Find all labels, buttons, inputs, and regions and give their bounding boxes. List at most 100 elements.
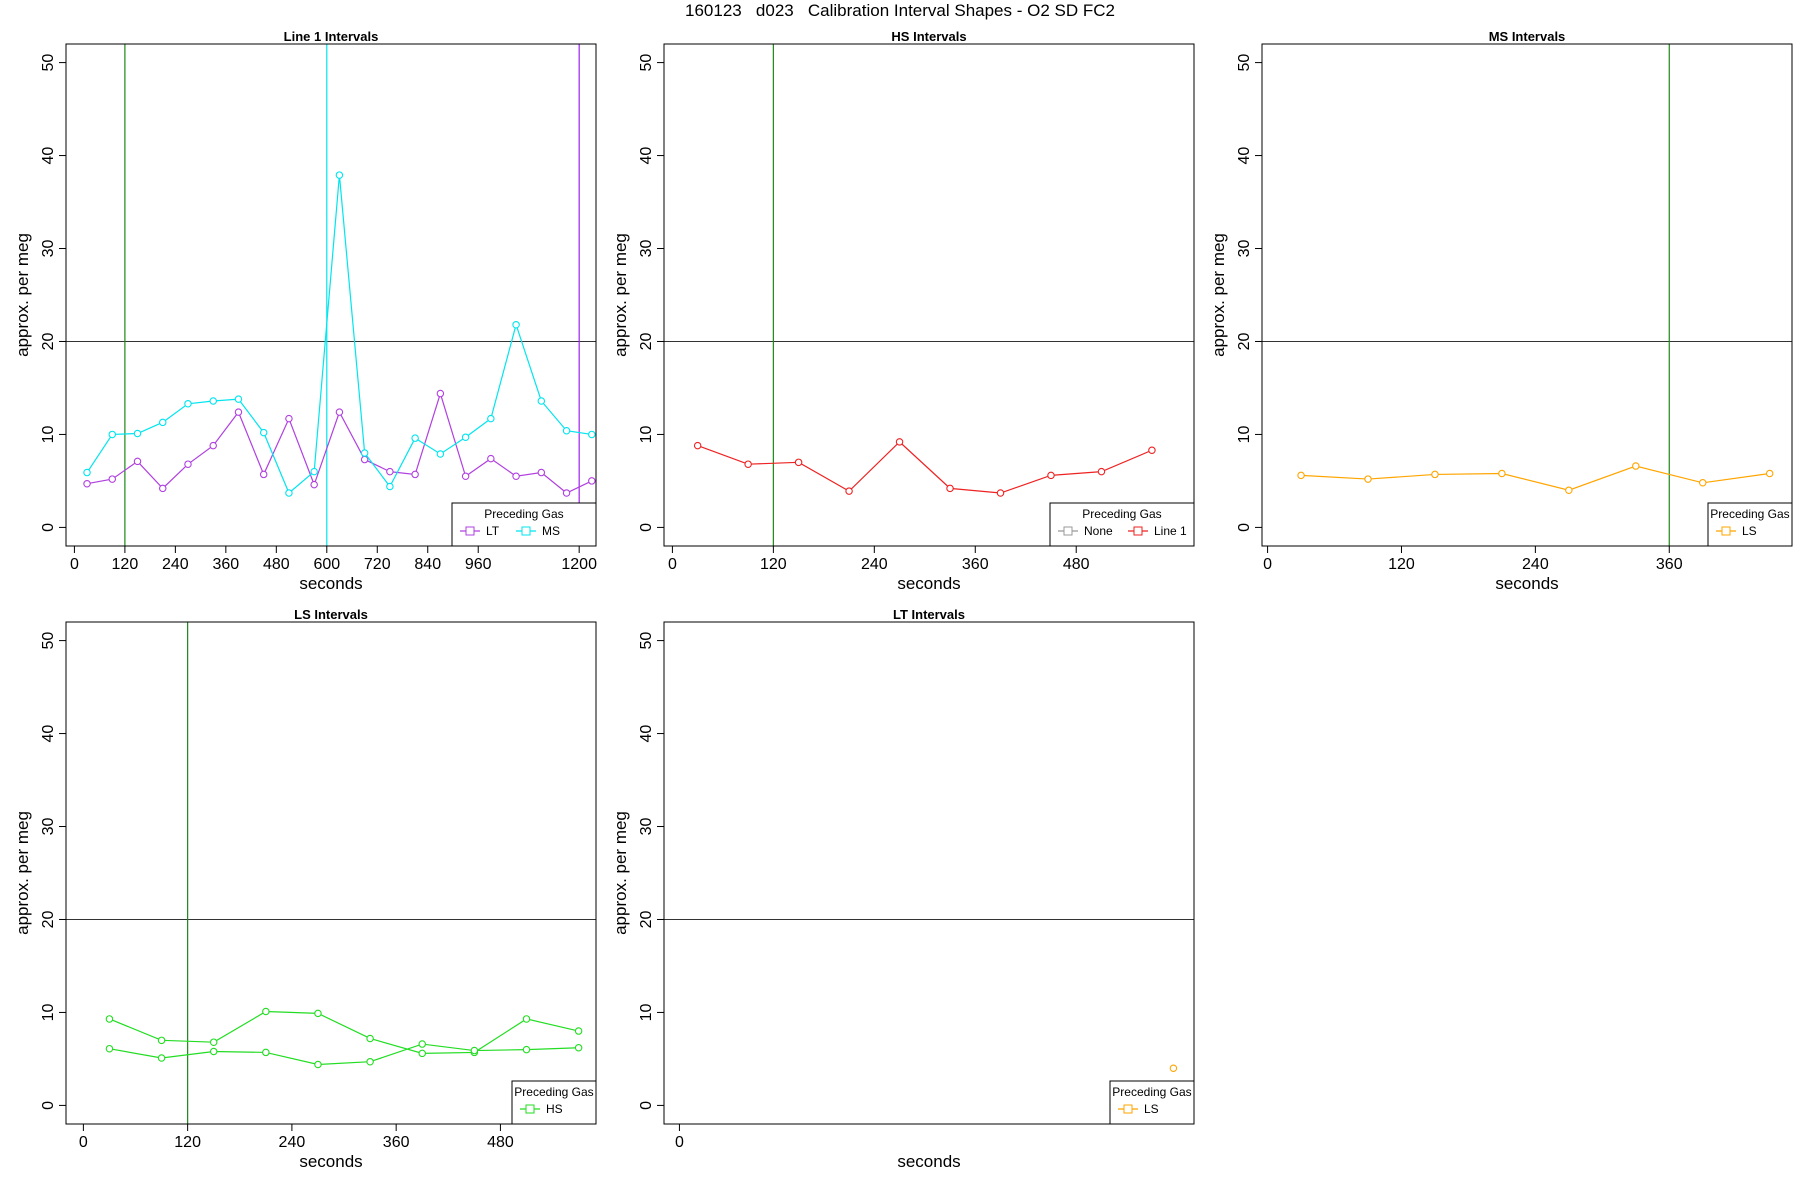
x-axis-label: seconds [299,1152,362,1171]
legend-label: LS [1144,1102,1159,1116]
data-point [262,1048,270,1057]
plot-area [664,44,1194,546]
chart-title: Line 1 Intervals [284,29,379,44]
data-point [259,470,268,479]
data-point [418,1049,426,1058]
data-point [105,1044,114,1053]
data-point [184,400,192,408]
data-point [234,395,243,403]
y-tick-label: 20 [1236,332,1253,350]
data-point [744,460,752,468]
y-tick-label: 0 [40,1101,57,1110]
legend-title: Preceding Gas [484,507,563,521]
data-point [487,414,495,423]
legend-label: LS [1742,524,1757,538]
y-tick-label: 40 [638,147,655,165]
series-line [109,1010,579,1054]
data-point [418,1040,426,1048]
legend-box [1049,502,1195,547]
chart-title: LT Intervals [893,607,965,622]
data-point [522,1045,531,1054]
legend: Preceding Gas LS [1109,1080,1195,1125]
x-axis-label: seconds [897,574,960,593]
legend-box [451,502,597,547]
y-tick-label: 40 [40,725,57,743]
data-point [209,1038,218,1046]
x-tick-label: 240 [279,1134,306,1151]
chart-panel-5: LT Intervals 0 10 20 30 40 50 approx. per meg 0 s… [611,607,1195,1171]
y-tick-label: 20 [638,332,655,350]
data-point [996,489,1005,497]
data-point [895,438,904,446]
x-tick-label: 360 [383,1134,410,1151]
y-tick-label: 10 [638,425,655,443]
data-point [314,1060,322,1069]
data-point [436,389,445,398]
x-tick-label: 120 [112,556,139,573]
data-point [108,430,117,439]
data-point [360,455,369,464]
data-point [1148,446,1156,454]
data-point [259,428,268,437]
legend-marker [1721,526,1731,536]
y-tick-label: 50 [638,632,655,650]
data-point [386,467,394,476]
x-tick-label: 960 [465,556,492,573]
page-title: 160123 d023 Calibration Interval Shapes … [685,1,1115,20]
data-point [335,171,344,179]
data-point [1698,479,1707,487]
y-tick-label: 40 [40,147,57,165]
x-tick-label: 0 [668,556,677,573]
y-tick-label: 40 [638,725,655,743]
data-point [1765,469,1774,478]
data-point [562,489,571,497]
data-point [83,468,91,477]
y-tick-label: 30 [40,240,57,258]
data-point [133,457,142,466]
y-tick-label: 40 [1236,147,1253,165]
x-tick-label: 360 [962,556,989,573]
chart-title: LS Intervals [294,607,368,622]
data-point [133,429,142,438]
legend-label: None [1084,524,1113,538]
plot-area [66,44,596,546]
legend-box [511,1080,597,1125]
data-point [1498,469,1506,478]
x-tick-label: 480 [263,556,290,573]
x-axis-label: seconds [299,574,362,593]
x-tick-label: 240 [1522,556,1549,573]
legend-marker [1133,526,1143,536]
x-tick-label: 240 [861,556,888,573]
plot-frame [663,621,1195,1125]
data-point [366,1057,374,1066]
y-tick-label: 10 [40,425,57,443]
legend-marker [1123,1104,1133,1114]
chart-title: HS Intervals [891,29,966,44]
data-point [537,397,546,405]
x-tick-label: 720 [364,556,391,573]
x-tick-label: 120 [1388,556,1415,573]
x-tick-label: 840 [414,556,441,573]
data-point [537,468,546,477]
x-tick-label: 240 [162,556,189,573]
data-point [512,472,520,481]
data-point [157,1036,166,1045]
x-tick-label: 0 [1263,556,1272,573]
y-tick-label: 50 [1236,54,1253,72]
legend-marker [525,1104,535,1114]
y-tick-label: 0 [638,1101,655,1110]
data-point [158,418,167,427]
legend: Preceding Gas LT MS [451,502,597,547]
data-point [1047,471,1055,480]
data-point [360,449,369,457]
data-point [693,441,702,450]
data-point [1632,462,1640,470]
plot-area [664,918,1194,1072]
data-point [209,441,217,450]
data-point [314,1009,322,1018]
legend: Preceding Gas LS [1707,502,1793,547]
data-point [83,479,91,488]
data-point [209,1047,218,1056]
x-tick-label: 1200 [561,556,597,573]
data-point [1364,475,1372,483]
